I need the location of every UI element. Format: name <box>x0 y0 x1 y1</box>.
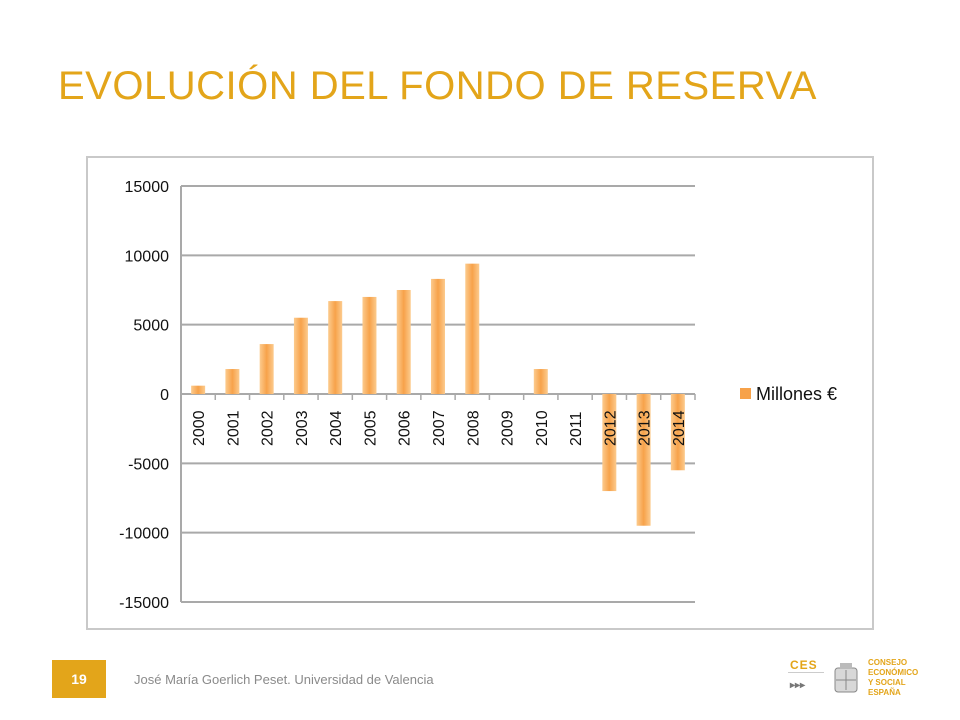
x-tick-label: 2014 <box>671 410 688 446</box>
ces-acronym: CES <box>790 658 818 672</box>
x-tick-label: 2004 <box>328 410 345 446</box>
x-tick-label: 2001 <box>225 410 242 446</box>
x-tick-label: 2000 <box>191 410 208 446</box>
ces-mark: CES ▸▸▸ <box>788 656 828 700</box>
page-number-badge: 19 <box>52 660 106 698</box>
logo-line-2: ECONÓMICO <box>868 668 919 677</box>
logo-divider <box>788 672 824 673</box>
x-tick-label: 2005 <box>362 410 379 446</box>
y-tick-label: 0 <box>160 387 169 404</box>
chart-frame: 15000 10000 5000 0 -5000 -10000 -15000 2000 200… <box>86 156 874 630</box>
x-tick-label: 2010 <box>534 410 551 446</box>
bar-2000 <box>191 385 206 394</box>
bar-2014 <box>670 394 685 471</box>
bar-2005 <box>362 296 377 394</box>
slide-title: EVOLUCIÓN DEL FONDO DE RESERVA <box>58 64 817 108</box>
x-tick-label: 2008 <box>465 410 482 446</box>
bar-2003 <box>293 317 308 394</box>
x-tick-labels: 2000 2001 2002 2003 2004 2005 2006 2007 2008 2009… <box>191 410 688 446</box>
coat-of-arms-icon <box>834 663 858 693</box>
x-tick-label: 2009 <box>500 410 517 446</box>
legend-swatch <box>740 388 751 399</box>
y-tick-label: 5000 <box>133 318 169 335</box>
bar-2012 <box>602 394 617 492</box>
bar-2007 <box>431 278 445 394</box>
logo-text: CONSEJO ECONÓMICO Y SOCIAL ESPAÑA <box>868 658 918 698</box>
bar-2004 <box>328 301 343 394</box>
legend-label: Millones € <box>756 384 837 404</box>
bar-2013 <box>636 394 651 526</box>
y-tick-label: -15000 <box>119 595 169 612</box>
y-tick-label: -10000 <box>119 526 169 543</box>
x-tick-label: 2002 <box>260 410 277 446</box>
x-tick-label: 2011 <box>568 411 585 446</box>
arrows-icon: ▸▸▸ <box>790 680 806 691</box>
footer-author: José María Goerlich Peset. Universidad d… <box>134 672 434 687</box>
y-tick-label: -5000 <box>128 456 169 473</box>
bar-2002 <box>259 344 274 394</box>
legend: Millones € <box>740 384 837 404</box>
logo-line-4: ESPAÑA <box>868 688 901 697</box>
x-tick-label: 2012 <box>602 410 619 446</box>
bar-2006 <box>396 290 411 394</box>
x-tick-label: 2013 <box>637 410 654 446</box>
logo-line-3: Y SOCIAL <box>868 678 906 687</box>
bars <box>191 263 685 526</box>
bar-2010 <box>533 369 548 394</box>
y-tick-label: 15000 <box>125 179 170 196</box>
logo-line-1: CONSEJO <box>868 658 908 667</box>
ces-logo: CES ▸▸▸ CONSEJO ECONÓMICO Y SOCIAL ESPAÑ… <box>788 656 928 702</box>
y-tick-label: 10000 <box>125 248 170 265</box>
bar-2001 <box>225 369 240 394</box>
x-tick-label: 2007 <box>431 410 448 446</box>
y-tick-labels: 15000 10000 5000 0 -5000 -10000 -15000 <box>119 179 169 612</box>
bar-2008 <box>465 263 480 394</box>
x-tick-label: 2003 <box>294 410 311 446</box>
x-tick-label: 2006 <box>397 410 414 446</box>
